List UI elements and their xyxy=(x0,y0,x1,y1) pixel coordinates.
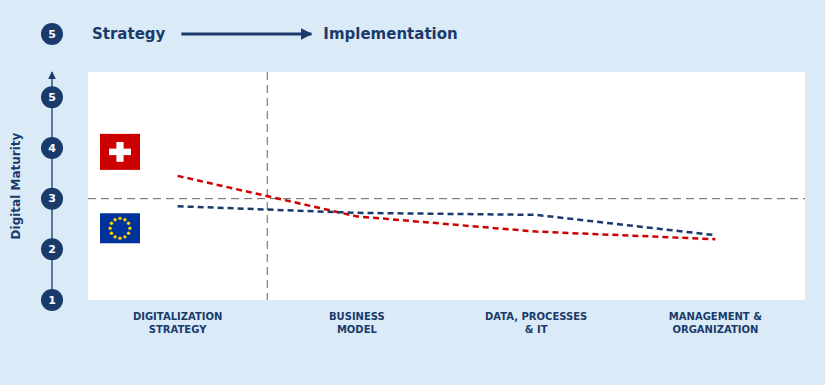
header-arrow xyxy=(181,33,311,36)
y-tick xyxy=(41,137,63,159)
flag-star xyxy=(113,235,116,238)
x-tick-label: DIGITALIZATION STRATEGY xyxy=(133,311,222,335)
flag-star xyxy=(110,232,113,235)
flag-star xyxy=(127,232,130,235)
flag-field xyxy=(100,213,140,243)
x-tick-label: DATA, PROCESSES & IT xyxy=(485,311,587,335)
flag-star xyxy=(128,227,131,230)
x-tick-label-line: ORGANIZATION xyxy=(672,324,758,335)
y-tick xyxy=(41,238,63,260)
flag-star xyxy=(127,222,130,225)
header-badge xyxy=(41,23,63,45)
x-tick-label: BUSINESS MODEL xyxy=(329,311,385,335)
flag-ch xyxy=(100,134,140,170)
x-tick-label-line: & IT xyxy=(525,324,548,335)
flag-star xyxy=(123,218,126,221)
y-tick-label: 2 xyxy=(48,243,56,256)
reference-line xyxy=(88,198,805,199)
flag-star xyxy=(118,236,121,239)
flag-field xyxy=(100,134,140,170)
header-badge-label: 5 xyxy=(48,28,56,41)
y-tick xyxy=(41,289,63,311)
plot-marks xyxy=(88,72,805,300)
x-tick-label-line: DIGITALIZATION xyxy=(133,311,222,322)
series-line xyxy=(178,206,716,235)
y-tick-label: 1 xyxy=(48,294,56,307)
flag-star xyxy=(110,222,113,225)
flag-star xyxy=(113,218,116,221)
series-line xyxy=(178,176,716,239)
y-tick xyxy=(41,86,63,108)
flag-star xyxy=(108,227,111,230)
header-text: Implementation xyxy=(323,25,457,43)
x-tick-label-line: BUSINESS xyxy=(329,311,385,322)
x-tick-label-line: DATA, PROCESSES xyxy=(485,311,587,322)
x-tick-label-line: MODEL xyxy=(337,324,378,335)
header-text: Strategy xyxy=(92,25,166,43)
y-tick xyxy=(41,188,63,210)
y-tick-label: 3 xyxy=(48,192,56,205)
x-tick-label: MANAGEMENT & ORGANIZATION xyxy=(669,311,762,335)
y-tick-label: 4 xyxy=(48,142,56,155)
flag-cross xyxy=(116,142,123,162)
chart: 1 2 3 4 5 Digital Maturity DIGITALIZATION STRAT… xyxy=(0,0,825,385)
y-tick-label: 5 xyxy=(48,91,56,104)
flag-star xyxy=(118,217,121,220)
flag-eu xyxy=(100,213,140,243)
plot-area xyxy=(88,72,805,300)
x-tick-label-line: STRATEGY xyxy=(149,324,207,335)
flag-star xyxy=(123,235,126,238)
divider-line xyxy=(267,72,268,300)
x-tick-label-line: MANAGEMENT & xyxy=(669,311,762,322)
y-axis-label: Digital Maturity xyxy=(9,132,23,239)
